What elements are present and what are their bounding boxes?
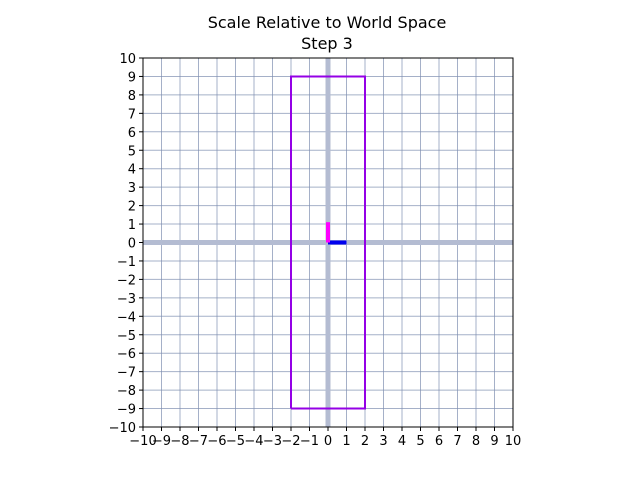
y-tick-label: 0 — [128, 237, 136, 252]
x-tick-label: 7 — [453, 434, 461, 449]
x-tick-label: 3 — [379, 434, 387, 449]
x-tick-label: 10 — [505, 434, 522, 449]
x-tick-label: 1 — [342, 434, 350, 449]
y-tick-label: −3 — [117, 292, 136, 307]
y-tick-label: −1 — [117, 255, 136, 270]
x-tick-label: −10 — [129, 434, 156, 449]
chart-subtitle: Step 3 — [301, 34, 353, 53]
y-tick-label: −6 — [117, 347, 136, 362]
y-tick-label: −7 — [117, 366, 136, 381]
x-tick-label: −2 — [281, 434, 300, 449]
x-tick-label: 9 — [490, 434, 498, 449]
x-tick-label: −5 — [226, 434, 245, 449]
y-tick-label: 7 — [128, 107, 136, 122]
y-tick-label: 3 — [128, 181, 136, 196]
y-tick-label: 10 — [119, 52, 136, 67]
x-tick-label: 2 — [361, 434, 369, 449]
x-tick-label: −7 — [189, 434, 208, 449]
y-tick-label: 4 — [128, 163, 136, 178]
y-tick-label: 2 — [128, 200, 136, 215]
x-tick-label: −8 — [170, 434, 189, 449]
series-rectangle — [290, 75, 366, 410]
x-tick-label: 0 — [324, 434, 332, 449]
x-tick-label: 4 — [398, 434, 406, 449]
y-tick-label: 5 — [128, 144, 136, 159]
x-tick-label: 5 — [416, 434, 424, 449]
chart-title: Scale Relative to World Space — [208, 13, 447, 32]
series-layer — [290, 75, 366, 410]
y-tick-label: 1 — [128, 218, 136, 233]
x-tick-label: −1 — [300, 434, 319, 449]
x-tick-label: −9 — [152, 434, 171, 449]
x-tick-label: −6 — [207, 434, 226, 449]
y-tick-label: −2 — [117, 273, 136, 288]
x-tick-label: −3 — [263, 434, 282, 449]
y-tick-label: −9 — [117, 403, 136, 418]
y-tick-label: −5 — [117, 329, 136, 344]
x-tick-label: 6 — [435, 434, 443, 449]
x-tick-label: −4 — [244, 434, 263, 449]
tick-layer: −10−9 −8 −7 −6 −5 −4 −3 −2 −1 0 1 2 3 4 5 6 7 8 9 10−10−9−8… — [109, 52, 522, 449]
y-tick-label: 6 — [128, 126, 136, 141]
y-tick-label: 9 — [128, 70, 136, 85]
y-tick-label: −4 — [117, 310, 136, 325]
y-tick-label: −8 — [117, 384, 136, 399]
x-tick-label: 8 — [472, 434, 480, 449]
y-tick-label: 8 — [128, 89, 136, 104]
y-tick-label: −10 — [109, 421, 136, 436]
